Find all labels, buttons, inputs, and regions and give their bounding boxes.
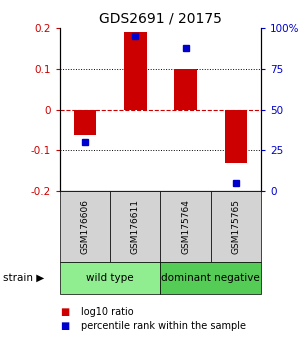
Text: percentile rank within the sample: percentile rank within the sample [81, 321, 246, 331]
Text: ■: ■ [60, 321, 69, 331]
Text: GSM175764: GSM175764 [181, 199, 190, 254]
Text: GSM176606: GSM176606 [81, 199, 90, 254]
Bar [174, 69, 197, 110]
Text: GSM175765: GSM175765 [231, 199, 240, 254]
Text: ■: ■ [60, 307, 69, 316]
Text: dominant negative: dominant negative [161, 273, 260, 283]
Bar [124, 33, 147, 110]
Text: GSM176611: GSM176611 [131, 199, 140, 254]
Title: GDS2691 / 20175: GDS2691 / 20175 [99, 12, 222, 26]
Bar [225, 110, 247, 163]
Text: wild type: wild type [86, 273, 134, 283]
Text: strain ▶: strain ▶ [3, 273, 44, 283]
Bar [74, 110, 96, 135]
Text: log10 ratio: log10 ratio [81, 307, 134, 316]
